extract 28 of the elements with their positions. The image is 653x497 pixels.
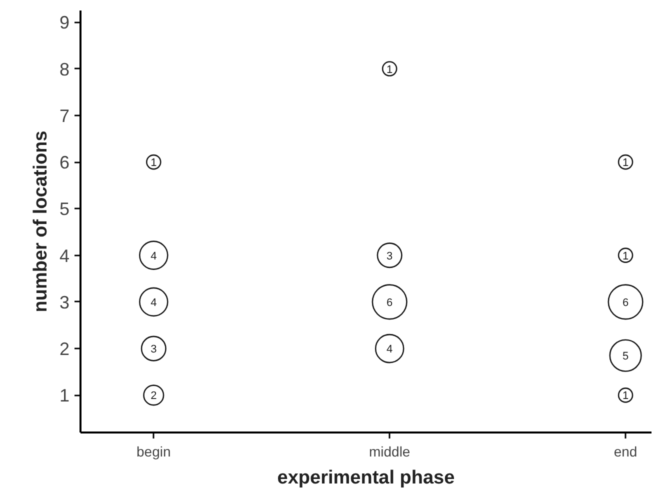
data-label: 6 — [622, 296, 629, 309]
x-tick-label: middle — [368, 444, 410, 460]
data-label: 4 — [150, 250, 157, 262]
y-tick-label: 1 — [59, 386, 70, 406]
data-label: 3 — [150, 344, 157, 356]
data-label: 4 — [150, 296, 157, 309]
x-tick-label: begin — [136, 444, 171, 460]
y-tick-label: 9 — [59, 12, 70, 33]
y-tick-label: 8 — [59, 59, 70, 80]
y-tick-label: 2 — [59, 339, 70, 360]
data-label: 1 — [622, 390, 629, 402]
data-label: 1 — [386, 64, 393, 76]
data-label: 1 — [622, 250, 629, 262]
data-label: 6 — [386, 296, 393, 309]
data-label: 1 — [622, 157, 629, 170]
y-tick-label: 4 — [59, 246, 70, 266]
y-tick-label: 3 — [59, 292, 70, 312]
data-label: 2 — [150, 390, 157, 402]
y-tick-label: 6 — [59, 152, 70, 173]
data-label: 1 — [150, 157, 157, 170]
data-label: 3 — [386, 250, 393, 262]
x-tick-label: end — [614, 444, 638, 460]
x-axis-title: experimental phase — [277, 468, 455, 488]
data-label: 5 — [622, 350, 629, 363]
y-axis-title: number of locations — [30, 130, 52, 312]
y-tick-label: 5 — [59, 199, 70, 220]
data-label: 4 — [386, 344, 393, 356]
y-tick-label: 7 — [59, 106, 70, 126]
